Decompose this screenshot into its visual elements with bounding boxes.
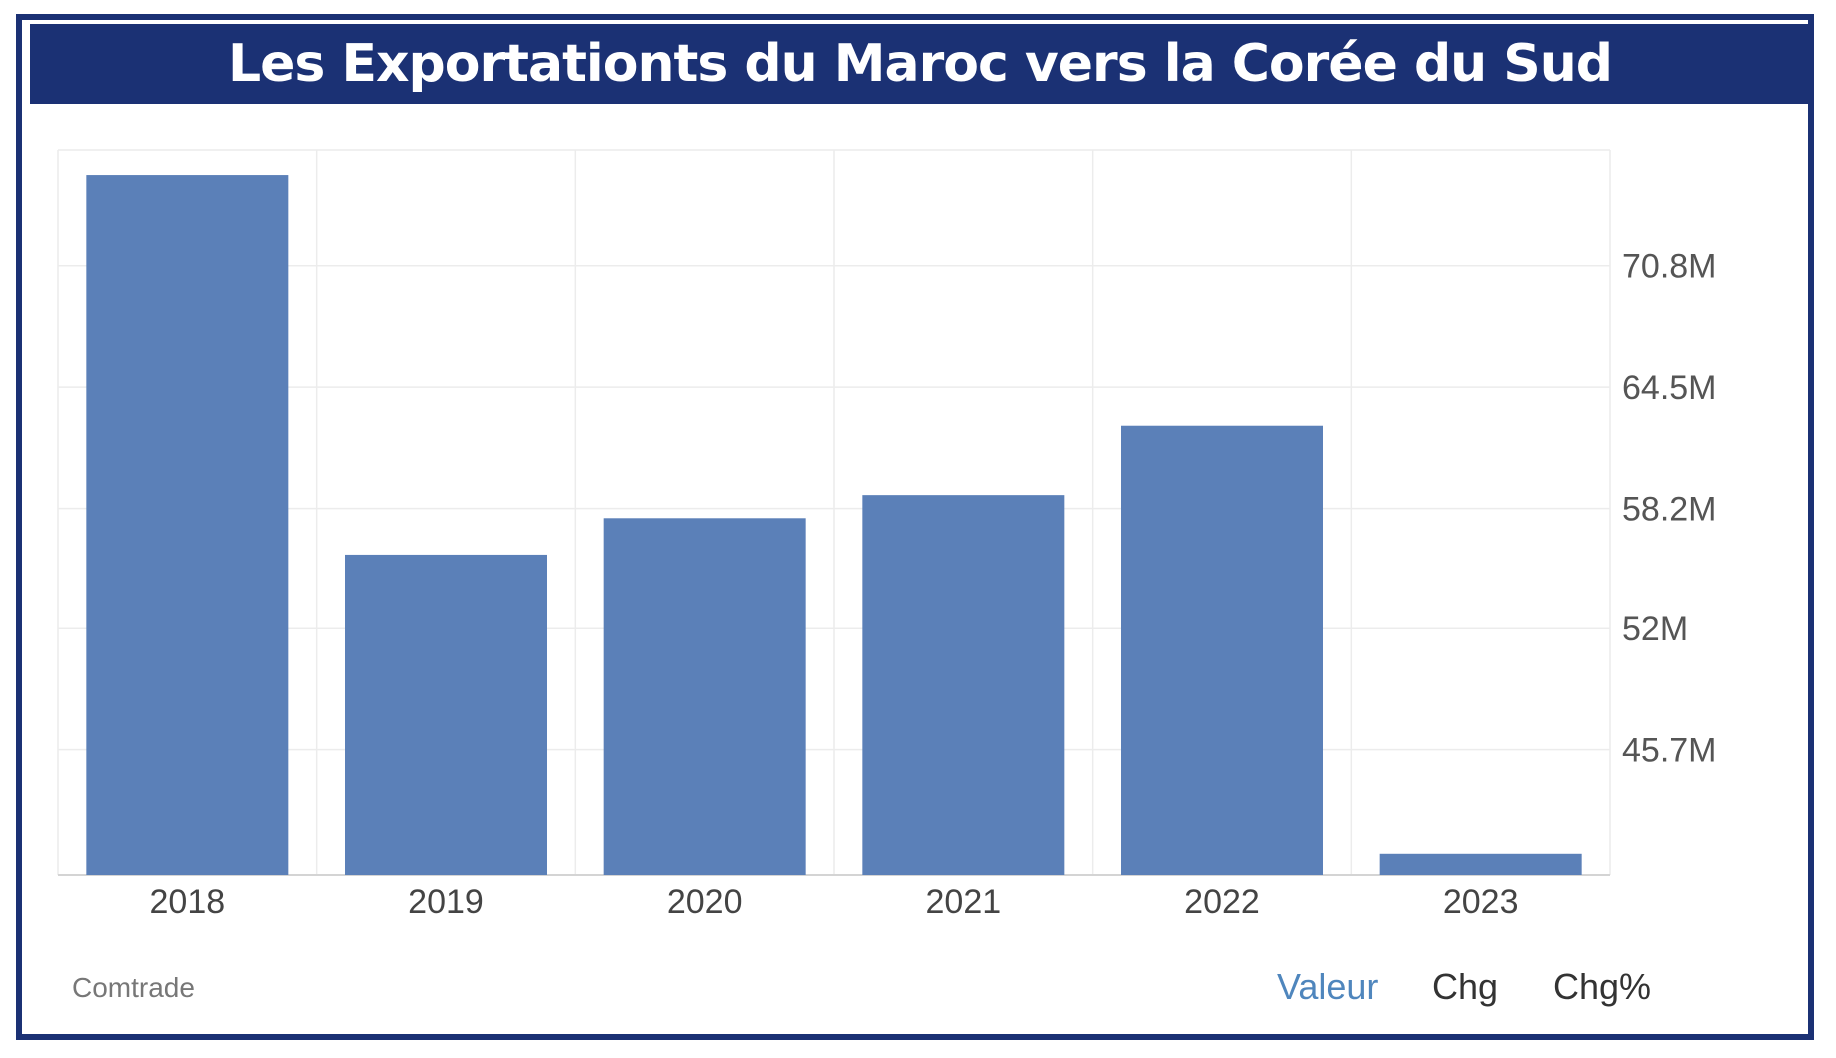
tab-chg[interactable]: Chg <box>1432 966 1499 1007</box>
bar-2020 <box>603 518 806 875</box>
bar-2019 <box>345 554 547 875</box>
x-tick-label: 2021 <box>926 883 1002 921</box>
y-tick-label: 64.5M <box>1622 369 1717 407</box>
y-tick-label: 45.7M <box>1622 732 1717 770</box>
title-bar: Les Exportationts du Maroc vers la Corée… <box>30 24 1810 104</box>
x-tick-label: 2022 <box>1184 883 1260 921</box>
y-tick-label: 70.8M <box>1622 248 1717 286</box>
tab-chg-percent[interactable]: Chg% <box>1553 966 1652 1007</box>
tab-valeur[interactable]: Valeur <box>1277 966 1379 1007</box>
bar-2022 <box>1121 425 1323 875</box>
y-tick-label: 52M <box>1622 610 1688 648</box>
view-tabs: Valeur Chg Chg% <box>0 966 1836 1012</box>
x-tick-label: 2019 <box>408 883 484 921</box>
x-tick-label: 2018 <box>150 883 226 921</box>
x-tick-label: 2020 <box>667 883 743 921</box>
source-label: Comtrade <box>72 972 195 1003</box>
bar-2018 <box>86 175 289 876</box>
y-tick-label: 58.2M <box>1622 491 1717 529</box>
chart-title: Les Exportationts du Maroc vers la Corée… <box>228 34 1613 94</box>
bar-2023 <box>1379 853 1582 875</box>
bar-2021 <box>862 495 1065 875</box>
x-tick-label: 2023 <box>1443 883 1519 921</box>
